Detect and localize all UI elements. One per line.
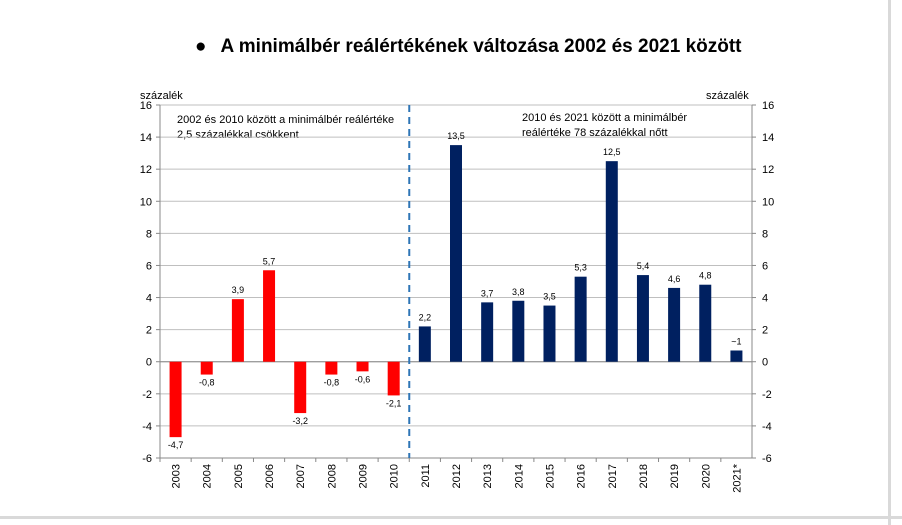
bar [325,361,338,375]
data-label: 13,5 [447,131,465,141]
category-label: 2016 [576,464,588,488]
y-tick-label-right: 12 [762,164,774,176]
category-label: 2013 [482,464,494,488]
y-tick-label-left: 10 [140,196,152,208]
category-label: 2012 [451,464,463,488]
annotation-period1-line2: 2,5 százalékkal csökkent [177,129,299,141]
category-label: 2019 [669,464,681,488]
category-label: 2006 [264,464,276,488]
window-border-bottom [0,516,902,519]
category-label: 2014 [513,464,525,488]
bar [450,145,462,362]
data-label: 2,2 [419,312,432,322]
bar [200,361,213,375]
title-bullet: ● [195,36,207,57]
title-text: A minimálbér reálértékének változása 200… [220,36,742,57]
category-label: 2009 [358,464,370,488]
annotation-period2: 2010 és 2021 között a minimálbér reálért… [522,111,687,141]
data-label: 3,8 [512,287,525,297]
category-label: 2005 [233,464,245,488]
data-label: -2,1 [386,398,402,408]
bar [481,302,494,362]
y-tick-label-right: 10 [762,196,774,208]
data-label: -0,6 [355,374,371,384]
y-tick-label-right: -2 [762,389,772,401]
y-tick-label-left: 6 [146,260,152,272]
data-label: -0,8 [199,378,215,388]
category-label: 2020 [700,464,712,488]
y-tick-label-right: 16 [762,100,774,112]
y-tick-label-left: 16 [140,100,152,112]
data-label: -4,7 [168,440,184,450]
y-tick-label-right: 4 [762,293,768,305]
data-label: -3,2 [292,416,308,426]
category-label: 2021* [731,463,743,492]
category-label: 2017 [607,464,619,488]
bar [356,361,369,372]
bar [231,299,244,362]
y-tick-label-left: 0 [146,357,152,369]
category-label: 2015 [544,464,556,488]
bar [387,361,400,396]
chart-title: ● A minimálbér reálértékének változása 20… [195,36,742,58]
y-tick-label-left: -4 [142,421,152,433]
data-label: 3,7 [481,288,494,298]
bar [418,326,431,362]
bar [730,350,743,362]
y-tick-label-right: -6 [762,453,772,465]
annotation-period1-line1: 2002 és 2010 között a minimálbér reálért… [177,114,395,126]
y-tick-label-right: -4 [762,421,772,433]
y-axis-unit-left: százalék [140,90,183,102]
data-label: 4,8 [699,271,712,281]
y-tick-label-right: 8 [762,228,768,240]
bar [543,305,556,362]
y-tick-label-right: 2 [762,325,768,337]
data-label: -0,8 [324,378,340,388]
y-tick-label-left: 12 [140,164,152,176]
category-label: 2003 [171,464,183,488]
y-tick-label-left: -2 [142,389,152,401]
data-label: ~1 [731,336,741,346]
data-label: 5,7 [263,256,276,266]
category-label: 2011 [420,464,432,488]
data-label: 5,4 [637,261,650,271]
y-tick-label-left: 2 [146,325,152,337]
y-tick-label-right: 14 [762,132,774,144]
y-tick-label-right: 0 [762,357,768,369]
y-axis-unit-right: százalék [706,90,749,102]
annotation-period2-line1: 2010 és 2021 között a minimálbér [522,112,688,124]
bar [574,276,587,362]
y-tick-label-left: 4 [146,293,152,305]
bar [169,361,182,438]
category-label: 2010 [389,464,401,488]
y-tick-label-left: 8 [146,228,152,240]
data-label: 3,5 [543,292,556,302]
bar [668,287,681,362]
bar [699,284,712,362]
bar [512,300,525,362]
annotation-period1: 2002 és 2010 között a minimálbér reálért… [177,113,394,143]
data-label: 4,6 [668,274,681,284]
bar [636,275,649,362]
bar [294,361,307,414]
data-label: 12,5 [603,147,621,157]
data-label: 5,3 [574,263,587,273]
category-label: 2004 [202,464,214,488]
category-label: 2008 [326,464,338,488]
y-tick-label-right: 6 [762,260,768,272]
window-border-right [888,0,891,525]
category-label: 2018 [638,464,650,488]
category-label: 2007 [295,464,307,488]
bar [263,270,276,362]
annotation-period2-line2: reálértéke 78 százalékkal nőtt [522,127,668,139]
bar [605,161,618,362]
data-label: 3,9 [232,285,245,295]
y-tick-label-left: -6 [142,453,152,465]
y-tick-label-left: 14 [140,132,152,144]
